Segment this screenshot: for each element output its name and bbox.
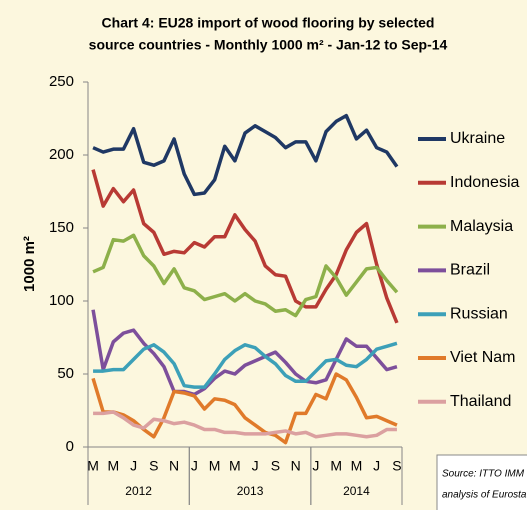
x-tick-label: S [392, 458, 401, 474]
series-line [92, 113, 399, 197]
x-tick-label: S [149, 458, 158, 474]
y-tick-label: 100 [49, 292, 74, 309]
x-tick-label: J [312, 458, 319, 474]
x-tick-label: M [330, 458, 342, 474]
year-label: 2012 [125, 484, 152, 498]
source-box [436, 454, 527, 510]
x-tick-label: M [209, 458, 221, 474]
x-tick-label: N [291, 458, 301, 474]
y-tick-label: 250 [49, 73, 74, 90]
legend-label: Ukraine [450, 130, 505, 147]
legend-label: Thailand [450, 393, 511, 410]
x-tick-label: J [252, 458, 259, 474]
x-tick-label: M [87, 458, 99, 474]
legend-label: Malaysia [450, 218, 513, 235]
y-tick-label: 150 [49, 219, 74, 236]
source: Source: ITTO IMM [442, 469, 525, 480]
legend-label: Viet Nam [450, 349, 516, 366]
x-tick-label: M [107, 458, 119, 474]
y-tick-label: 50 [57, 365, 74, 382]
series-line [92, 233, 399, 318]
year-label: 2014 [343, 484, 370, 498]
x-tick-label: M [351, 458, 363, 474]
chart-title: source countries - Monthly 1000 m² - Jan… [89, 37, 448, 53]
year-label: 2013 [237, 484, 264, 498]
x-tick-label: N [169, 458, 179, 474]
series-line [91, 309, 398, 397]
x-tick-label: J [191, 458, 198, 474]
legend-label: Indonesia [450, 174, 519, 191]
y-tick-label: 0 [66, 438, 74, 455]
x-tick-label: J [373, 458, 380, 474]
series-line [93, 341, 398, 389]
legend-label: Russian [450, 305, 508, 322]
y-axis-label: 1000 m² [21, 236, 38, 292]
series-line [93, 410, 397, 439]
y-tick-label: 200 [49, 146, 74, 163]
series-line [91, 169, 399, 324]
x-tick-label: M [229, 458, 241, 474]
x-tick-label: S [271, 458, 280, 474]
source: analysis of Eurostat [442, 490, 527, 501]
x-tick-label: J [130, 458, 137, 474]
legend-label: Brazil [450, 262, 490, 279]
chart-title: Chart 4: EU28 import of wood flooring by… [102, 15, 435, 31]
